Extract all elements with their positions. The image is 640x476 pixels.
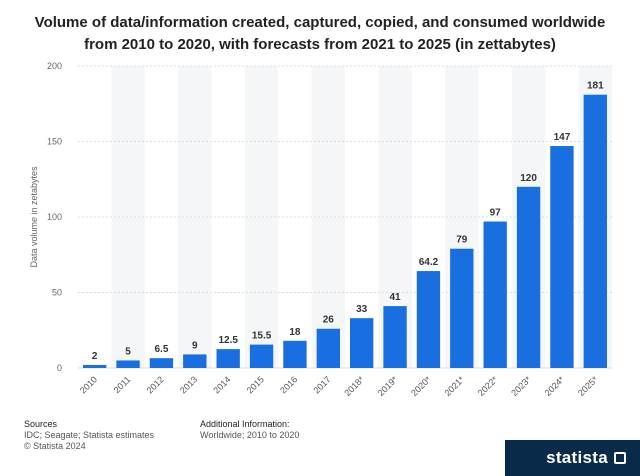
chart-title: Volume of data/information created, capt… (20, 12, 620, 56)
bar-2012 (149, 358, 174, 368)
y-tick-label: 100 (47, 212, 62, 222)
data-label: 15.5 (252, 331, 272, 342)
bar-2019 (383, 306, 407, 368)
x-tick-label: 2018* (342, 374, 366, 398)
copyright-text: © Statista 2024 (24, 441, 86, 451)
bar-2022 (483, 221, 507, 368)
statista-icon (614, 452, 626, 464)
additional-info-heading: Additional Information: (200, 419, 290, 429)
sources-block: Sources IDC; Seagate; Statista estimates… (24, 419, 154, 452)
brand-name: statista (546, 448, 608, 467)
x-tick-label: 2025* (576, 374, 600, 398)
data-label: 97 (490, 208, 502, 219)
x-tick-label: 2021* (443, 374, 467, 398)
data-label: 12.5 (218, 335, 238, 346)
bar-2018 (350, 318, 374, 368)
bar-2010 (83, 364, 107, 368)
bar-2025 (583, 94, 607, 368)
data-label: 26 (323, 315, 335, 326)
y-tick-label: 50 (52, 288, 62, 298)
chart-title-line-2: from 2010 to 2020, with forecasts from 2… (84, 36, 556, 53)
bar-2021 (450, 248, 474, 368)
bar-2013 (183, 354, 207, 368)
additional-info-block: Additional Information: Worldwide; 2010 … (200, 419, 299, 441)
column-band (244, 66, 279, 368)
data-label: 6.5 (154, 344, 168, 355)
x-tick-label: 2024* (543, 374, 567, 398)
bar-chart: 0 50 100 150 200 Data volume in zetabytes 2 201… (29, 61, 612, 398)
bar-2020 (416, 271, 441, 368)
sources-text: IDC; Seagate; Statista estimates (24, 430, 155, 440)
data-label: 2 (92, 351, 98, 362)
bar-2024 (550, 146, 574, 368)
x-tick-label: 2016 (278, 374, 299, 395)
bar-2014 (216, 349, 240, 368)
data-label: 120 (520, 173, 537, 184)
data-label: 18 (289, 327, 301, 338)
data-label: 181 (587, 81, 604, 92)
x-tick-label: 2019* (376, 374, 400, 398)
bar-2023 (516, 186, 541, 368)
bar-2016 (283, 340, 307, 368)
data-label: 147 (554, 132, 571, 143)
x-tick-label: 2022* (476, 374, 500, 398)
additional-info-text: Worldwide; 2010 to 2020 (200, 430, 300, 440)
x-tick-label: 2017 (311, 374, 332, 395)
x-tick-label: 2013 (178, 374, 199, 395)
x-tick-label: 2015 (245, 374, 266, 395)
sources-heading: Sources (24, 419, 58, 429)
bar-2015 (249, 344, 274, 368)
x-tick-label: 2020* (409, 374, 433, 398)
data-label: 41 (390, 292, 402, 303)
data-label: 64.2 (419, 257, 439, 268)
bar-2017 (316, 328, 340, 368)
x-tick-label: 2010 (78, 374, 99, 395)
x-tick-label: 2023* (509, 374, 533, 398)
y-tick-label: 0 (57, 363, 62, 373)
x-tick-label: 2012 (145, 374, 166, 395)
data-label: 79 (456, 235, 468, 246)
y-axis-label: Data volume in zetabytes (29, 166, 39, 268)
data-label: 33 (356, 304, 368, 315)
footer: Sources IDC; Seagate; Statista estimates… (0, 419, 640, 476)
x-tick-label: 2011 (112, 374, 133, 395)
data-label: 5 (125, 346, 131, 357)
chart-title-line-1: Volume of data/information created, capt… (34, 14, 606, 31)
bar-2011 (116, 360, 140, 368)
data-label: 9 (192, 340, 198, 351)
y-tick-label: 200 (47, 61, 62, 71)
x-tick-label: 2014 (211, 374, 232, 395)
statista-logo[interactable]: statista (505, 440, 640, 476)
y-tick-label: 150 (47, 137, 62, 147)
